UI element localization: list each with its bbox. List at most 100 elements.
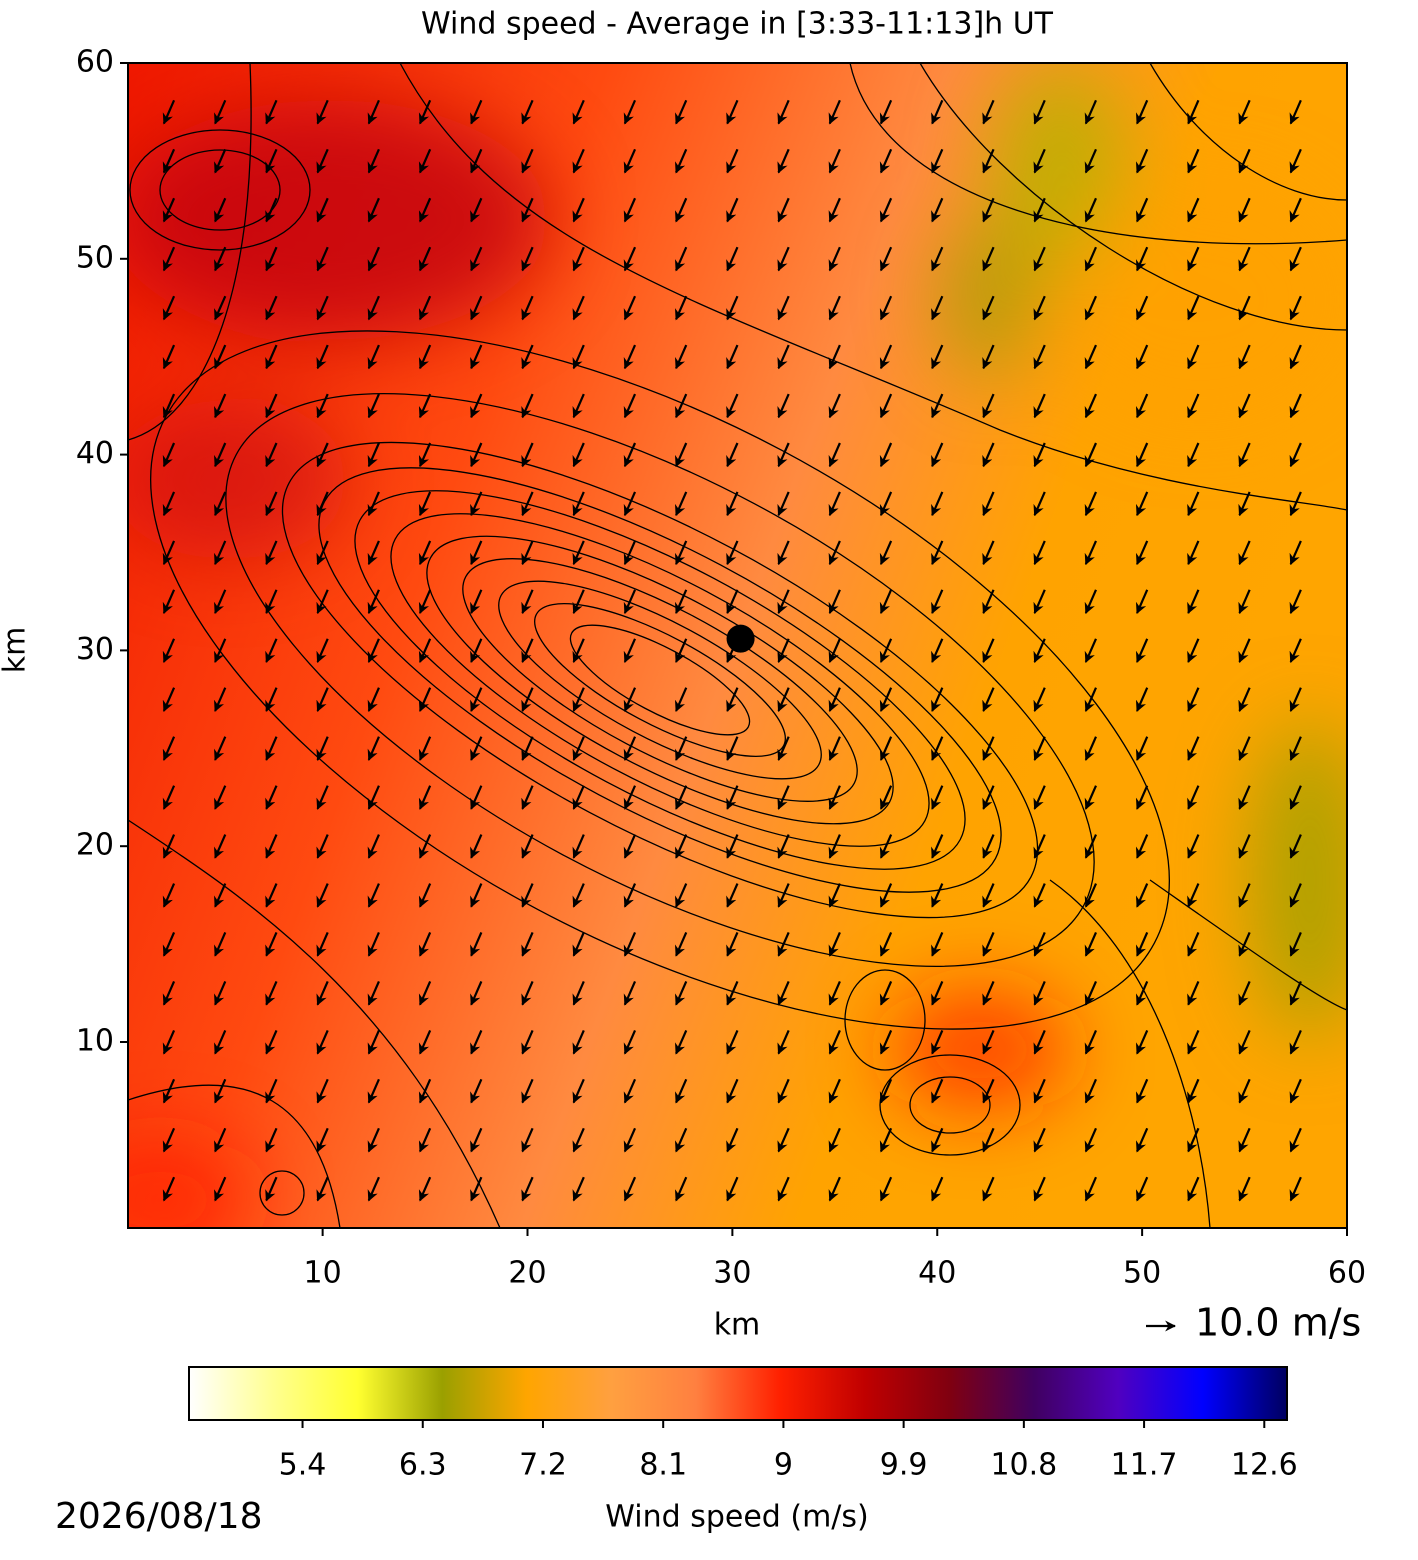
wind-arrow: [265, 638, 278, 664]
wind-arrow: [931, 687, 944, 712]
y-axis-label: km: [0, 627, 33, 674]
wind-arrow: [470, 736, 483, 761]
wind-arrow: [367, 883, 380, 908]
wind-arrow: [828, 1127, 841, 1153]
wind-arrow: [521, 883, 534, 908]
wind-arrow: [1135, 785, 1149, 810]
wind-arrow: [1084, 99, 1097, 125]
wind-arrow: [265, 1029, 278, 1055]
wind-arrow: [828, 883, 841, 908]
wind-arrow: [931, 442, 944, 468]
wind-arrow: [1289, 246, 1302, 272]
wind-arrow: [777, 1127, 790, 1153]
wind-arrow: [675, 540, 688, 566]
wind-arrow: [162, 197, 176, 223]
wind-arrow: [982, 736, 995, 761]
wind-arrow: [265, 883, 278, 908]
wind-arrow: [470, 540, 483, 566]
wind-arrow: [777, 1029, 790, 1055]
wind-arrow: [931, 834, 944, 859]
wind-arrow: [1289, 393, 1302, 419]
wind-arrow: [214, 393, 227, 419]
wind-arrow: [1289, 442, 1302, 468]
wind-arrow: [265, 932, 278, 957]
date: 2026/08/18: [55, 1496, 263, 1537]
wind-arrow: [367, 687, 380, 712]
wind-arrow: [162, 981, 176, 1006]
wind-arrow: [675, 295, 688, 321]
wind-arrow: [828, 1029, 841, 1055]
wind-arrow: [1084, 638, 1097, 664]
wind-arrow: [777, 981, 790, 1006]
wind-arrow: [214, 981, 227, 1006]
wind-arrow: [623, 736, 637, 761]
wind-arrow: [777, 491, 790, 517]
wind-arrow: [623, 197, 637, 223]
wind-arrow: [879, 1127, 893, 1153]
wind-arrow: [572, 344, 585, 370]
wind-arrow: [1187, 834, 1200, 859]
wind-arrow: [1289, 883, 1302, 908]
wind-arrow: [828, 932, 841, 957]
wind-arrow: [521, 197, 534, 223]
wind-arrow: [879, 785, 893, 810]
wind-arrow: [726, 981, 739, 1006]
wind-arrow: [367, 1029, 380, 1055]
x-tick-label: 60: [1328, 1256, 1366, 1291]
wind-arrow: [1033, 981, 1046, 1006]
wind-arrow: [675, 834, 688, 859]
wind-arrow: [316, 932, 329, 957]
wind-arrow: [572, 1127, 585, 1153]
wind-arrow: [1238, 197, 1251, 223]
x-tick-label: 50: [1123, 1256, 1161, 1291]
wind-arrow: [982, 99, 995, 125]
wind-arrow: [1135, 246, 1149, 272]
wind-arrow: [828, 344, 841, 370]
wind-arrow: [726, 197, 739, 223]
wind-arrow: [521, 834, 534, 859]
wind-arrow: [367, 1078, 380, 1104]
wind-arrow: [367, 1127, 380, 1153]
wind-arrow: [623, 785, 637, 810]
wind-arrow: [1289, 638, 1302, 664]
wind-arrow: [1033, 638, 1046, 664]
wind-arrow: [418, 442, 432, 468]
wind-arrow: [572, 442, 585, 468]
wind-arrow: [931, 148, 944, 174]
wind-arrow: [828, 295, 841, 321]
wind-arrow: [1238, 148, 1251, 174]
wind-arrow: [726, 344, 739, 370]
wind-arrow: [1084, 246, 1097, 272]
wind-arrow: [828, 148, 841, 174]
wind-arrow: [521, 932, 534, 957]
wind-arrow: [931, 589, 944, 615]
wind-arrow: [367, 834, 380, 859]
wind-arrow: [623, 246, 637, 272]
y-tick-label: 40: [76, 436, 114, 471]
wind-arrow: [1084, 148, 1097, 174]
wind-arrow: [367, 197, 380, 223]
wind-arrow: [828, 687, 841, 712]
wind-arrow: [316, 393, 329, 419]
wind-arrow: [1033, 246, 1046, 272]
wind-arrow: [1084, 834, 1097, 859]
wind-arrow: [572, 981, 585, 1006]
wind-arrow: [214, 491, 227, 517]
wind-arrow: [1135, 540, 1149, 566]
wind-arrow: [931, 981, 944, 1006]
wind-arrow: [265, 148, 278, 174]
wind-arrow: [675, 589, 688, 615]
wind-arrow: [1187, 442, 1200, 468]
wind-arrow: [777, 932, 790, 957]
wind-arrow: [470, 932, 483, 957]
wind-arrow: [777, 736, 790, 761]
wind-arrow: [1187, 1176, 1200, 1202]
x-tick-label: 30: [713, 1256, 751, 1291]
wind-arrow: [265, 1127, 278, 1153]
wind-arrow: [162, 344, 176, 370]
wind-arrow: [214, 638, 227, 664]
y-tick-label: 50: [76, 240, 114, 275]
wind-arrow: [162, 540, 176, 566]
wind-arrow: [265, 540, 278, 566]
wind-arrow: [1187, 491, 1200, 517]
